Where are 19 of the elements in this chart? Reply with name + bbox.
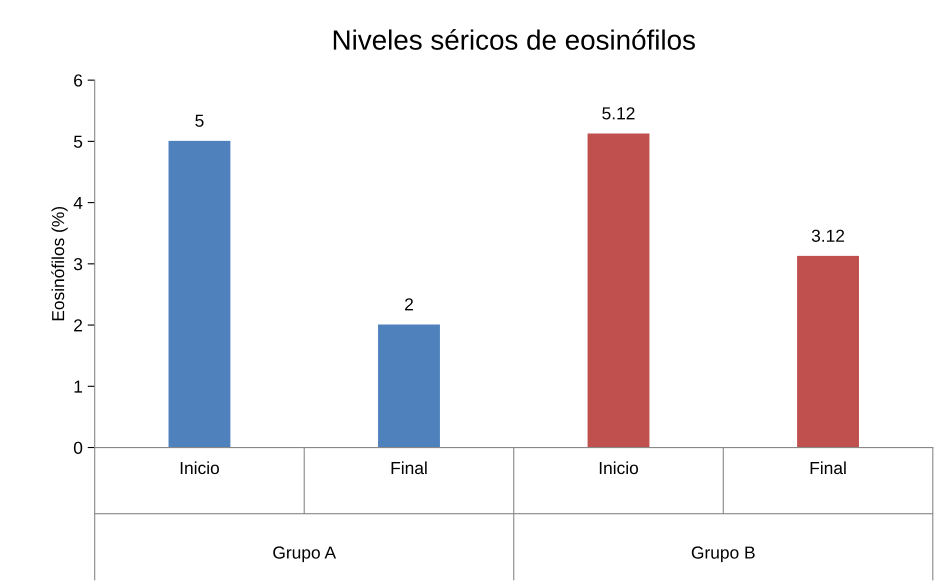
x-tick-label: Inicio <box>600 461 638 474</box>
y-axis-title: Eosinófilos (%) <box>51 207 68 320</box>
y-tick-label: 0 <box>74 442 82 454</box>
text: Grupo B <box>692 546 755 562</box>
data-label: 5 <box>195 114 204 127</box>
data-label: 3.12 <box>812 230 844 242</box>
text: Grupo A <box>273 546 336 562</box>
data-label: 5.12 <box>602 107 635 120</box>
y-tick-label: 3 <box>74 258 82 270</box>
y-tick-label: 2 <box>74 319 82 332</box>
x-tick-label: Inicio <box>180 461 219 474</box>
y-tick-label: 4 <box>74 196 82 209</box>
data-label: 2 <box>405 298 413 310</box>
y-tick-label: 6 <box>74 74 82 87</box>
y-tick-label: 5 <box>74 136 82 148</box>
x-tick-label: Final <box>392 461 427 474</box>
chart-title: Niveles séricos de eosinófilos <box>334 29 695 50</box>
x-tick-label: Final <box>810 461 846 474</box>
y-tick-label: 1 <box>74 380 82 393</box>
